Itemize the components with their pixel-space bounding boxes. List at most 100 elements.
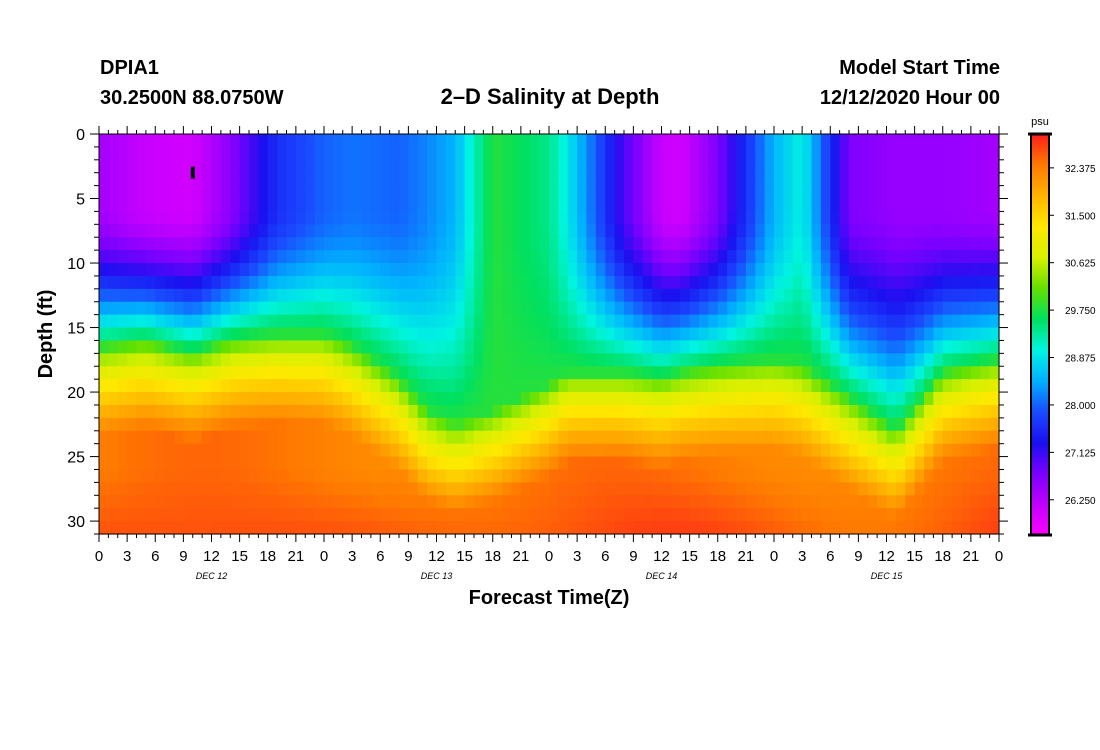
heatmap-cell	[952, 211, 963, 225]
heatmap-cell	[652, 456, 663, 471]
heatmap-cell	[286, 275, 297, 290]
heatmap-cell	[980, 263, 991, 277]
heatmap-cell	[989, 275, 1000, 290]
heatmap-cell	[342, 146, 353, 161]
heatmap-cell	[633, 495, 644, 509]
heatmap-cell	[155, 263, 166, 277]
heatmap-cell	[783, 456, 794, 471]
heatmap-cell	[436, 443, 447, 458]
heatmap-cell	[474, 263, 484, 277]
heatmap-cell	[567, 314, 578, 329]
heatmap-cell	[989, 340, 1000, 354]
heatmap-cell	[595, 443, 606, 458]
heatmap-cell	[764, 327, 775, 342]
heatmap-cell	[492, 469, 503, 483]
heatmap-cell	[436, 224, 447, 238]
heatmap-cell	[511, 237, 522, 251]
x-tick-label: 3	[123, 548, 131, 565]
heatmap-cell	[530, 366, 541, 380]
heatmap-cell	[586, 159, 597, 174]
heatmap-cell	[380, 275, 391, 290]
heatmap-cell	[286, 185, 297, 200]
heatmap-cell	[361, 301, 372, 316]
heatmap-cell	[474, 430, 484, 445]
heatmap-cell	[286, 288, 297, 303]
heatmap-cell	[183, 237, 194, 251]
heatmap-cell	[324, 340, 334, 354]
heatmap-cell	[295, 224, 306, 238]
heatmap-cell	[474, 340, 484, 354]
heatmap-cell	[361, 417, 372, 432]
heatmap-cell	[370, 495, 381, 509]
heatmap-cell	[624, 456, 634, 471]
heatmap-cell	[136, 224, 147, 238]
heatmap-cell	[595, 275, 606, 290]
heatmap-cell	[802, 404, 813, 419]
heatmap-cell	[164, 327, 175, 342]
heatmap-cell	[249, 237, 259, 251]
heatmap-cell	[417, 443, 428, 458]
x-tick-label: 0	[320, 548, 328, 565]
heatmap-cell	[783, 237, 794, 251]
heatmap-cell	[455, 404, 466, 419]
heatmap-cell	[136, 379, 147, 393]
heatmap-cell	[530, 482, 541, 496]
heatmap-cell	[370, 198, 381, 213]
heatmap-cell	[924, 185, 934, 200]
heatmap-cell	[145, 301, 156, 316]
heatmap-cell	[792, 301, 803, 316]
heatmap-cell	[539, 198, 550, 213]
heatmap-cell	[267, 146, 278, 161]
heatmap-cell	[530, 404, 541, 419]
colorbar-tick-label: 31.500	[1065, 211, 1096, 222]
heatmap-cell	[202, 275, 213, 290]
heatmap-cell	[895, 456, 906, 471]
heatmap-cell	[914, 263, 925, 277]
heatmap-cell	[352, 314, 363, 329]
heatmap-cell	[792, 404, 803, 419]
heatmap-cell	[820, 134, 831, 148]
heatmap-cell	[689, 314, 700, 329]
heatmap-cell	[127, 185, 138, 200]
heatmap-cell	[239, 237, 250, 251]
heatmap-cell	[736, 508, 747, 522]
heatmap-cell	[483, 172, 494, 187]
heatmap-cell	[820, 314, 831, 329]
heatmap-cell	[127, 340, 138, 354]
heatmap-cell	[839, 456, 850, 471]
heatmap-cell	[174, 404, 184, 419]
heatmap-cell	[567, 495, 578, 509]
heatmap-cell	[155, 198, 166, 213]
heatmap-cell	[680, 482, 691, 496]
heatmap-cell	[877, 404, 888, 419]
heatmap-cell	[305, 379, 316, 393]
heatmap-cell	[324, 275, 334, 290]
heatmap-cell	[633, 211, 644, 225]
heatmap-cell	[624, 469, 634, 483]
heatmap-cell	[877, 417, 888, 432]
heatmap-cell	[549, 224, 559, 238]
heatmap-cell	[539, 404, 550, 419]
heatmap-cell	[483, 301, 494, 316]
heatmap-cell	[230, 301, 241, 316]
heatmap-cell	[145, 134, 156, 148]
heatmap-cell	[989, 508, 1000, 522]
heatmap-cell	[99, 275, 109, 290]
heatmap-cell	[530, 288, 541, 303]
heatmap-cell	[127, 327, 138, 342]
heatmap-cell	[117, 353, 128, 367]
heatmap-cell	[642, 224, 653, 238]
heatmap-cell	[802, 495, 813, 509]
heatmap-cell	[670, 404, 681, 419]
heatmap-cell	[352, 172, 363, 187]
heatmap-cell	[755, 237, 766, 251]
heatmap-cell	[567, 417, 578, 432]
heatmap-cell	[314, 417, 325, 432]
heatmap-cell	[417, 301, 428, 316]
heatmap-cell	[858, 430, 869, 445]
heatmap-cell	[361, 288, 372, 303]
heatmap-cell	[670, 134, 681, 148]
heatmap-cell	[933, 159, 944, 174]
heatmap-cell	[755, 443, 766, 458]
heatmap-cell	[914, 430, 925, 445]
